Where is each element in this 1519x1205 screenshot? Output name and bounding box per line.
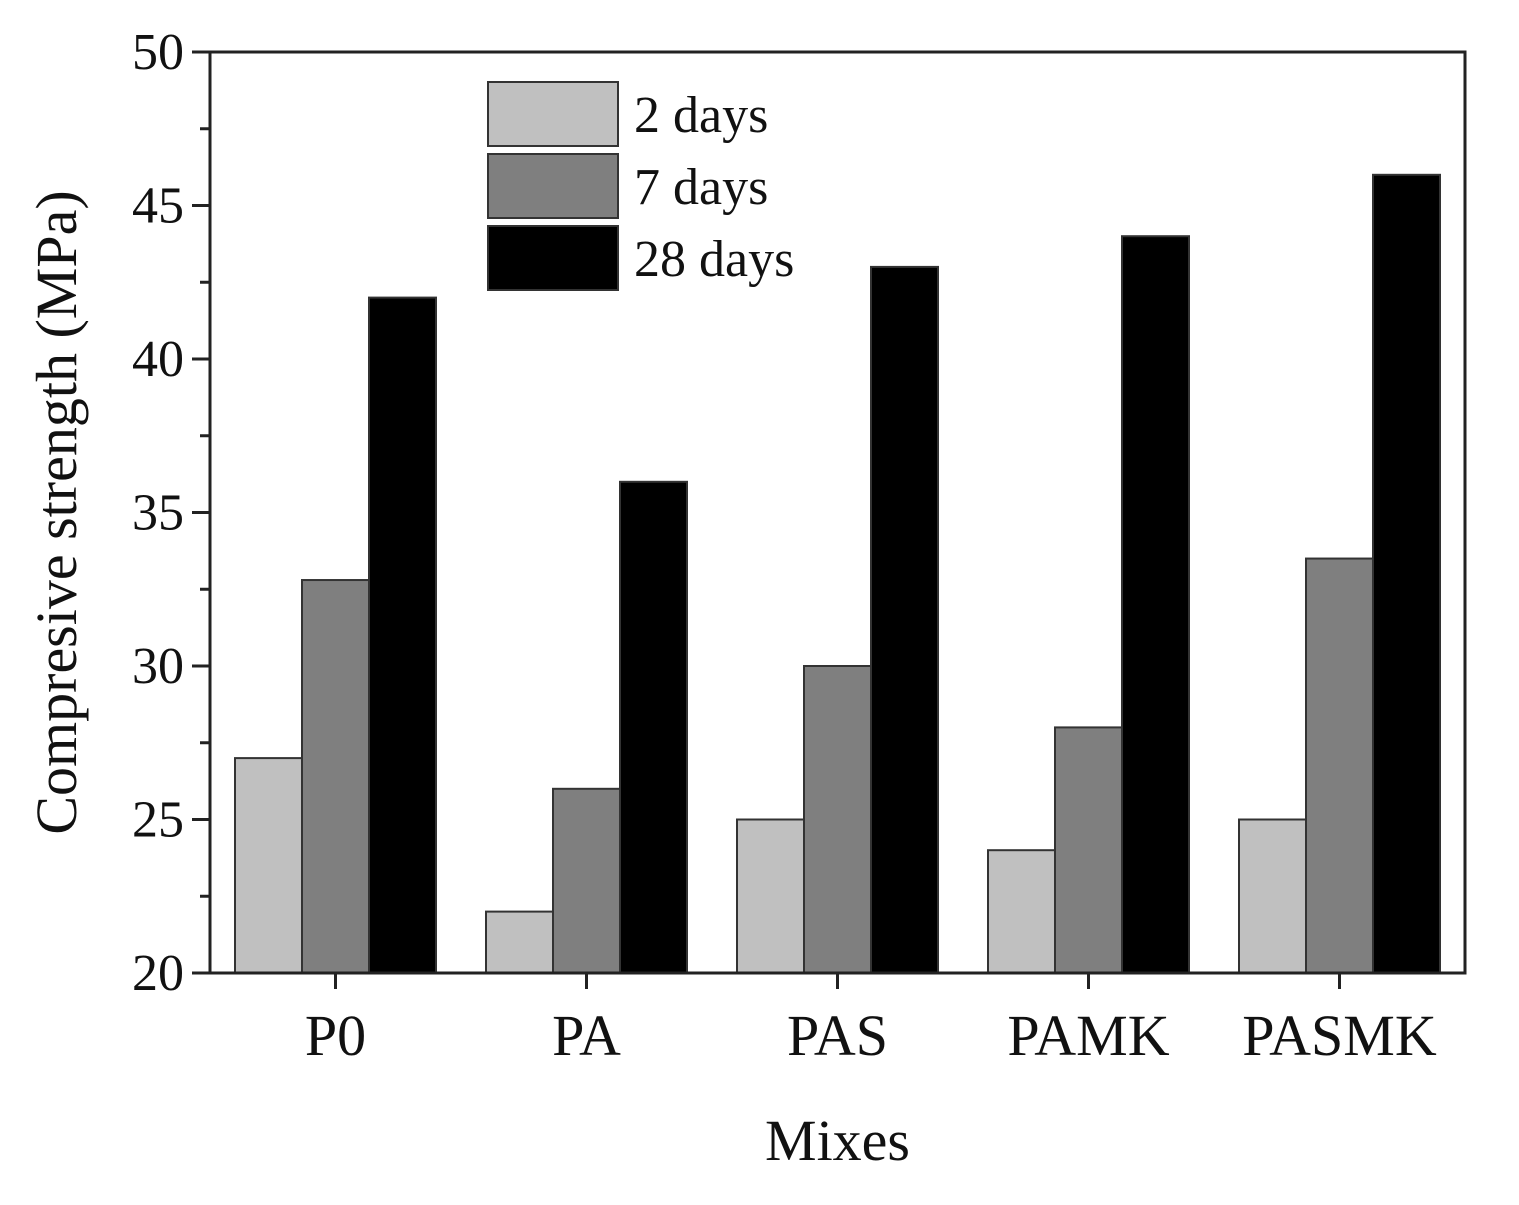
bar-pasmk-28-days — [1372, 173, 1441, 975]
bar-pa-28-days — [619, 480, 688, 974]
x-tick-label-pasmk: PASMK — [1242, 1003, 1437, 1068]
x-tick-label-pamk: PAMK — [1007, 1003, 1169, 1068]
y-tick-label: 40 — [132, 331, 184, 388]
bar-pas-7-days — [803, 665, 872, 974]
y-axis: 20 25 30 35 40 45 50 — [132, 24, 210, 1002]
bar-pa-2-days — [485, 910, 554, 974]
y-tick-label: 35 — [132, 485, 184, 542]
y-tick-label: 30 — [132, 638, 184, 695]
legend-label-7-days: 7 days — [634, 159, 768, 216]
y-tick-label: 25 — [132, 792, 184, 849]
bar-p0-28-days — [368, 296, 437, 975]
x-axis-title: Mixes — [765, 1108, 910, 1173]
bar-pasmk-2-days — [1238, 818, 1307, 974]
legend-swatch-28-days — [487, 225, 619, 291]
bar-pamk-7-days — [1054, 726, 1123, 975]
bar-pa-7-days — [552, 787, 621, 974]
x-tick-label-pa: PA — [552, 1003, 621, 1068]
legend-swatch-7-days — [487, 153, 619, 219]
bars-layer — [234, 173, 1441, 975]
legend: 2 days 7 days 28 days — [487, 81, 794, 291]
bar-p0-7-days — [301, 579, 370, 974]
y-tick-label: 50 — [132, 24, 184, 81]
bar-pamk-28-days — [1121, 235, 1190, 974]
y-axis-title: Compresive strength (MPa) — [24, 190, 89, 834]
x-tick-label-pas: PAS — [787, 1003, 888, 1068]
bar-pasmk-7-days — [1305, 557, 1374, 974]
bar-pas-28-days — [870, 265, 939, 974]
y-tick-label: 45 — [132, 178, 184, 235]
bar-pas-2-days — [736, 818, 805, 974]
y-tick-label: 20 — [132, 945, 184, 1002]
bar-p0-2-days — [234, 757, 303, 974]
x-tick-label-p0: P0 — [305, 1003, 366, 1068]
legend-label-28-days: 28 days — [634, 231, 794, 288]
bar-pamk-2-days — [987, 849, 1056, 975]
legend-label-2-days: 2 days — [634, 87, 768, 144]
x-axis: P0 PA PAS PAMK PASMK — [305, 973, 1437, 1068]
legend-swatch-2-days — [487, 81, 619, 147]
